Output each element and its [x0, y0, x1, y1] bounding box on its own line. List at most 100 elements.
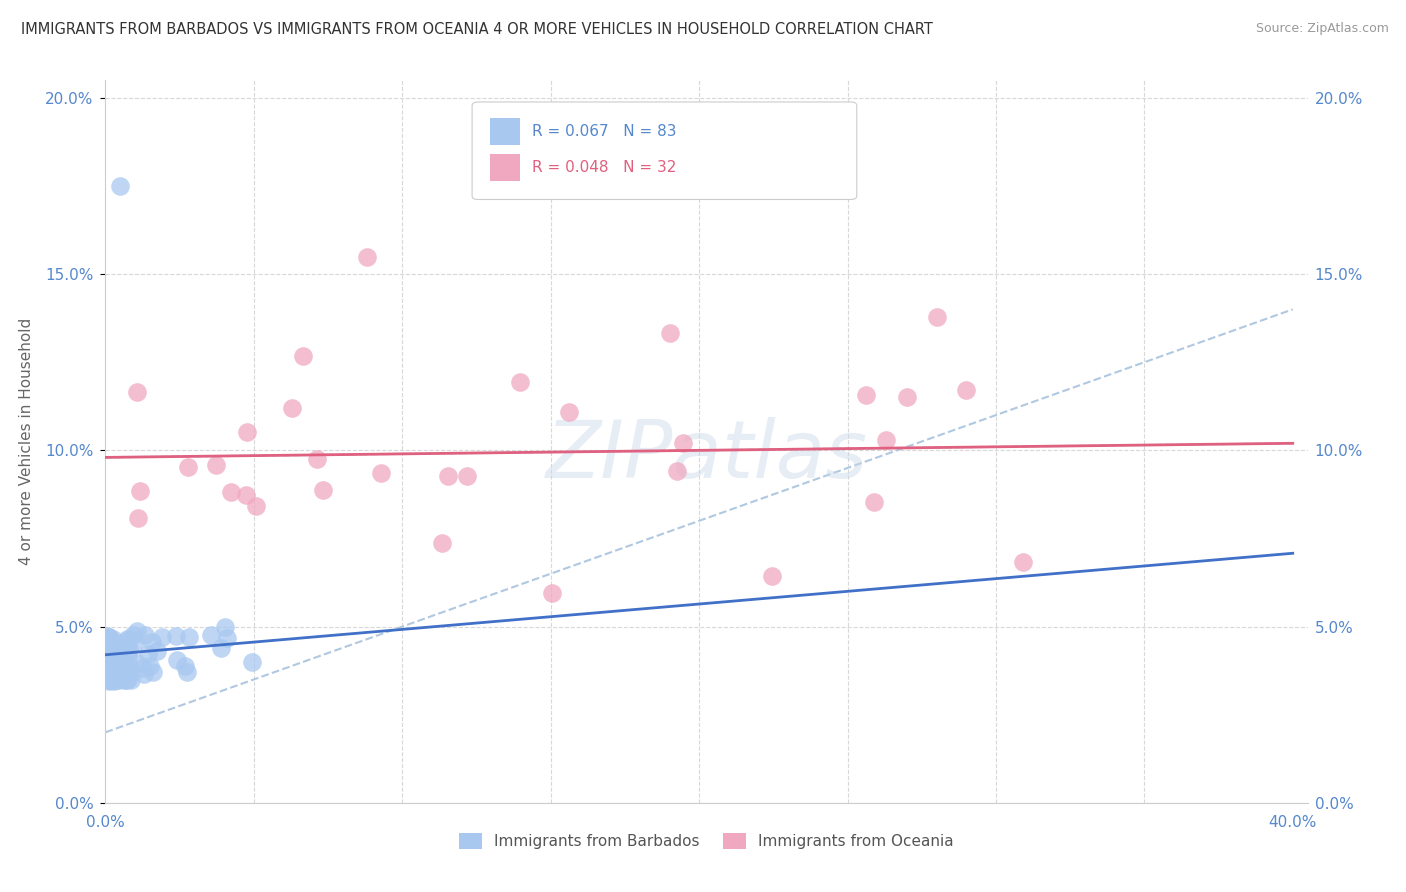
- Point: [115, 673, 138, 687]
- Point: [557, 405, 579, 419]
- Point: [665, 464, 688, 478]
- Point: [98, 673, 121, 688]
- Point: [141, 635, 163, 649]
- Point: [103, 648, 125, 662]
- Point: [101, 672, 124, 686]
- Point: [134, 627, 156, 641]
- Point: [146, 644, 169, 658]
- Point: [98, 669, 121, 683]
- Point: [356, 250, 378, 264]
- Point: [955, 384, 977, 398]
- Point: [509, 375, 531, 389]
- Point: [108, 672, 131, 686]
- Point: [98, 654, 121, 668]
- Point: [174, 658, 197, 673]
- Point: [105, 654, 128, 668]
- Point: [165, 629, 187, 643]
- Point: [98, 643, 121, 657]
- Point: [214, 620, 236, 634]
- Bar: [491, 118, 520, 145]
- Point: [111, 663, 134, 677]
- Text: ZIPatlas: ZIPatlas: [546, 417, 868, 495]
- Point: [115, 665, 138, 680]
- Point: [291, 349, 314, 363]
- Point: [103, 659, 125, 673]
- Point: [117, 641, 139, 656]
- Point: [101, 672, 124, 686]
- Point: [100, 648, 122, 663]
- Point: [120, 673, 142, 687]
- Point: [115, 672, 138, 686]
- Point: [117, 648, 139, 662]
- Point: [312, 483, 335, 497]
- Point: [115, 670, 138, 684]
- Point: [875, 434, 897, 448]
- Point: [97, 669, 120, 683]
- Point: [432, 535, 454, 549]
- Point: [131, 660, 153, 674]
- Point: [117, 633, 139, 648]
- Point: [142, 665, 165, 679]
- Point: [96, 632, 118, 646]
- Point: [127, 511, 149, 525]
- Point: [110, 179, 132, 194]
- Point: [112, 663, 135, 677]
- Point: [200, 628, 222, 642]
- Point: [896, 391, 918, 405]
- Point: [96, 654, 118, 668]
- Point: [240, 655, 263, 669]
- Point: [108, 642, 131, 657]
- Text: R = 0.067   N = 83: R = 0.067 N = 83: [533, 124, 676, 139]
- Point: [114, 673, 136, 688]
- Point: [436, 468, 458, 483]
- Point: [177, 460, 200, 475]
- Point: [110, 670, 132, 684]
- Point: [235, 488, 257, 502]
- Point: [98, 631, 121, 645]
- Point: [103, 649, 125, 664]
- Text: IMMIGRANTS FROM BARBADOS VS IMMIGRANTS FROM OCEANIA 4 OR MORE VEHICLES IN HOUSEH: IMMIGRANTS FROM BARBADOS VS IMMIGRANTS F…: [21, 22, 934, 37]
- Point: [540, 585, 562, 599]
- Y-axis label: 4 or more Vehicles in Household: 4 or more Vehicles in Household: [20, 318, 34, 566]
- Point: [307, 452, 329, 467]
- Point: [117, 638, 139, 652]
- Point: [124, 635, 146, 649]
- Point: [115, 632, 138, 646]
- Point: [103, 662, 125, 676]
- Point: [927, 310, 949, 324]
- Point: [235, 425, 257, 440]
- Point: [115, 637, 138, 651]
- Point: [177, 630, 200, 644]
- Point: [111, 671, 134, 685]
- Point: [101, 657, 124, 671]
- Point: [672, 435, 695, 450]
- Point: [166, 653, 188, 667]
- Point: [152, 630, 174, 644]
- Point: [118, 659, 141, 673]
- Point: [132, 667, 155, 681]
- Point: [98, 674, 121, 689]
- Text: Source: ZipAtlas.com: Source: ZipAtlas.com: [1256, 22, 1389, 36]
- Point: [117, 673, 139, 687]
- Point: [108, 658, 131, 673]
- Point: [111, 659, 134, 673]
- Point: [101, 632, 124, 646]
- Point: [112, 672, 135, 686]
- Point: [97, 635, 120, 649]
- Point: [98, 673, 121, 688]
- Point: [107, 673, 129, 687]
- Point: [103, 673, 125, 688]
- Point: [100, 671, 122, 685]
- Point: [98, 643, 121, 657]
- Text: R = 0.048   N = 32: R = 0.048 N = 32: [533, 161, 676, 175]
- Point: [215, 631, 238, 645]
- Bar: [491, 154, 520, 181]
- Point: [245, 500, 267, 514]
- Point: [863, 495, 886, 509]
- Point: [98, 630, 121, 644]
- Point: [138, 659, 160, 673]
- Point: [125, 384, 148, 399]
- Point: [761, 569, 783, 583]
- Point: [111, 653, 134, 667]
- Legend: Immigrants from Barbados, Immigrants from Oceania: Immigrants from Barbados, Immigrants fro…: [451, 825, 962, 856]
